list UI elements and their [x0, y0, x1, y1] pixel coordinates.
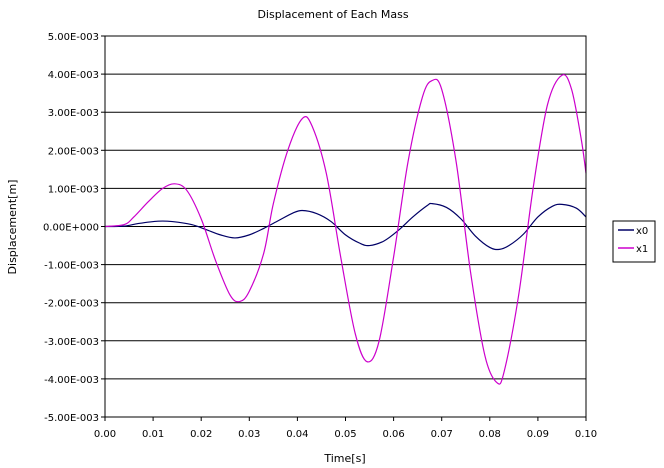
y-tick-labels: 5.00E-003 4.00E-003 3.00E-003 2.00E-003 1.00… — [43, 32, 105, 424]
legend-label-x1: x1 — [636, 244, 648, 255]
chart-title: Displacement of Each Mass — [257, 8, 408, 21]
y-tick-label: -3.00E-003 — [44, 337, 99, 348]
x-tick-label: 0.05 — [334, 429, 356, 440]
y-tick-label: 0.00E+000 — [43, 223, 99, 234]
gridlines — [105, 73, 586, 380]
x-tick-label: 0.03 — [238, 429, 260, 440]
x-tick-label: 0.09 — [527, 429, 549, 440]
x-tick-label: 0.02 — [190, 429, 212, 440]
y-tick-label: -2.00E-003 — [44, 299, 99, 310]
x-tick-label: 0.01 — [142, 429, 164, 440]
y-tick-label: 2.00E-003 — [48, 146, 99, 157]
legend-box — [612, 220, 656, 263]
y-tick-label: -5.00E-003 — [44, 413, 99, 424]
y-axis-label: Displacement[m] — [6, 180, 19, 275]
y-tick-label: -4.00E-003 — [44, 375, 99, 386]
y-tick-label: 4.00E-003 — [48, 70, 99, 81]
y-tick-label: -1.00E-003 — [44, 261, 99, 272]
x-tick-label: 0.00 — [94, 429, 116, 440]
x-tick-label: 0.04 — [286, 429, 308, 440]
x-tick-labels: 0.00 0.01 0.02 0.03 0.04 0.05 0.06 0.07 0.08 0.09… — [94, 417, 597, 440]
legend-label-x0: x0 — [636, 226, 648, 237]
y-tick-label: 1.00E-003 — [48, 184, 99, 195]
series-lines — [104, 74, 587, 385]
x-tick-label: 0.08 — [479, 429, 501, 440]
x-tick-label: 0.10 — [575, 429, 597, 440]
x-axis-label: Time[s] — [323, 452, 365, 465]
legend: x0 x1 — [612, 220, 656, 263]
series-line-x1 — [104, 74, 587, 385]
y-tick-label: 3.00E-003 — [48, 108, 99, 119]
y-tick-label: 5.00E-003 — [48, 32, 99, 43]
x-tick-label: 0.06 — [382, 429, 404, 440]
x-tick-label: 0.07 — [431, 429, 453, 440]
